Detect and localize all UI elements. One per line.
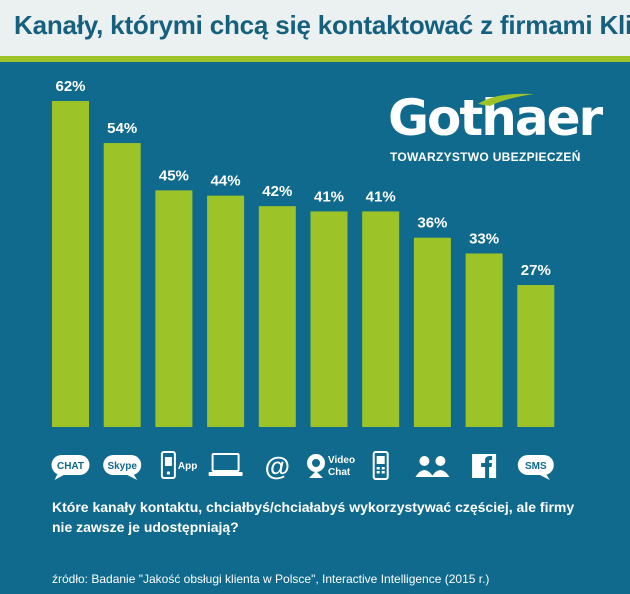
value-label: 33% — [469, 230, 499, 247]
at-sign-icon: @ — [265, 451, 290, 481]
bar-6 — [310, 211, 348, 427]
skype-bubble-label: Skype — [107, 461, 137, 472]
skype-bubble-icon: Skype — [103, 455, 142, 480]
title-banner: Kanały, którymi chcą się kontaktować z f… — [0, 0, 630, 62]
logo-subtitle: TOWARZYSTWO UBEZPIECZEŃ — [390, 150, 581, 164]
bar-7 — [362, 211, 400, 427]
value-label: 62% — [55, 78, 85, 95]
sms-bubble-label: SMS — [525, 461, 547, 472]
value-label: 36% — [417, 215, 447, 232]
chat-bubble-label: CHAT — [57, 461, 84, 472]
bar-1 — [52, 101, 89, 427]
bar-10 — [517, 285, 555, 427]
value-label: 45% — [159, 167, 189, 184]
gothaer-logo: Gothaer TOWARZYSTWO UBEZPIECZEŃ — [386, 88, 603, 178]
survey-question: Które kanały kontaktu, chciałbyś/chciała… — [52, 499, 575, 535]
sms-bubble-icon: SMS — [517, 455, 554, 480]
facebook-icon — [472, 454, 497, 478]
video-chat-label-line1: Video — [328, 455, 355, 466]
at-sign-glyph: @ — [265, 451, 290, 481]
people-icon — [415, 456, 450, 477]
value-label: 41% — [314, 188, 344, 205]
source-note: źródło: Badanie "Jakość obsługi klienta … — [52, 572, 490, 586]
value-label: 27% — [521, 262, 551, 279]
logo-swoosh-icon — [478, 93, 534, 106]
mobile-app-icon: App — [160, 451, 197, 479]
bar-4 — [207, 195, 245, 427]
mobile-phone-icon — [372, 451, 389, 480]
value-label: 54% — [107, 120, 137, 137]
app-label: App — [178, 461, 197, 472]
bar-chart: 62% 54% 45% 44% 42% 41% 41% 36% 33% 27% CHAT Skype… — [51, 78, 555, 481]
value-label: 44% — [211, 173, 241, 190]
bar-2 — [103, 143, 141, 427]
value-label: 42% — [262, 183, 292, 200]
bar-8 — [413, 237, 451, 427]
bar-5 — [258, 206, 296, 427]
laptop-icon — [208, 453, 243, 476]
bar-9 — [465, 253, 503, 427]
bar-3 — [155, 190, 193, 427]
value-label: 41% — [366, 188, 396, 205]
video-chat-label-line2: Chat — [328, 467, 351, 478]
page-title: Kanały, którymi chcą się kontaktować z f… — [14, 10, 630, 40]
chat-bubble-icon: CHAT — [51, 455, 90, 480]
